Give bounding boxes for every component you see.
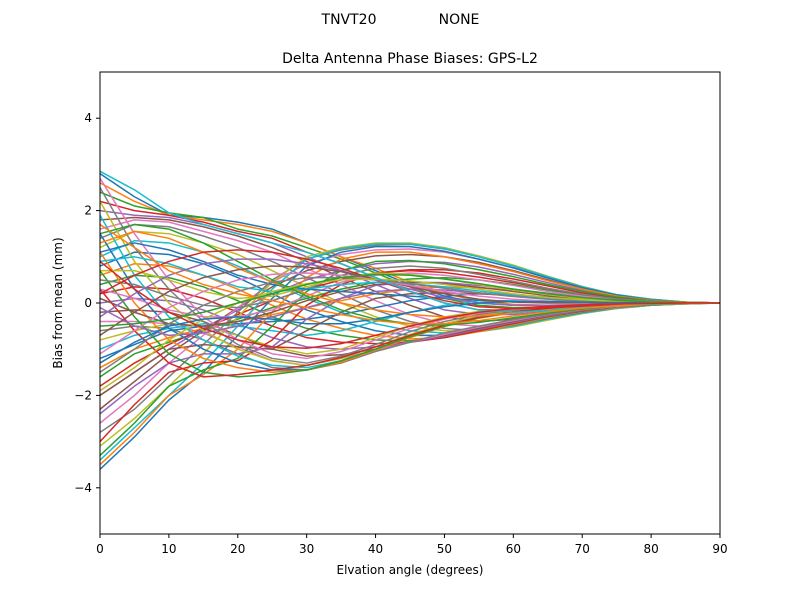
y-axis-label: Bias from mean (mm) xyxy=(51,237,65,368)
chart-title: Delta Antenna Phase Biases: GPS-L2 xyxy=(282,51,538,67)
x-tick-label: 90 xyxy=(712,542,727,556)
x-tick-label: 50 xyxy=(437,542,452,556)
x-axis-label: Elvation angle (degrees) xyxy=(337,563,484,577)
suptitle-station: TNVT20 xyxy=(321,12,377,28)
series-line-64 xyxy=(99,260,720,350)
x-tick-label: 10 xyxy=(161,542,176,556)
x-tick-label: 60 xyxy=(506,542,521,556)
x-tick-label: 20 xyxy=(230,542,245,556)
y-tick-label: 4 xyxy=(84,111,92,125)
series-line-63 xyxy=(99,273,721,327)
series-layer xyxy=(99,170,721,470)
x-tick-label: 40 xyxy=(368,542,383,556)
suptitle-antenna: NONE xyxy=(439,12,480,28)
y-tick-label: −2 xyxy=(74,388,92,402)
x-tick-label: 30 xyxy=(299,542,314,556)
x-tick-label: 70 xyxy=(575,542,590,556)
series-line-32 xyxy=(99,251,721,466)
y-tick-label: 2 xyxy=(84,204,92,218)
series-line-33 xyxy=(99,259,721,457)
tick-layer: 0 10 20 30 40 50 60 70 80 90 −4 −2 0 2 4 xyxy=(74,111,727,556)
plot-frame xyxy=(99,71,721,535)
x-tick-label: 80 xyxy=(643,542,658,556)
x-tick-label: 0 xyxy=(96,542,104,556)
series-line-61 xyxy=(99,300,720,364)
y-tick-label: 0 xyxy=(84,296,92,310)
y-tick-label: −4 xyxy=(74,481,92,495)
series-line-62 xyxy=(99,223,721,325)
